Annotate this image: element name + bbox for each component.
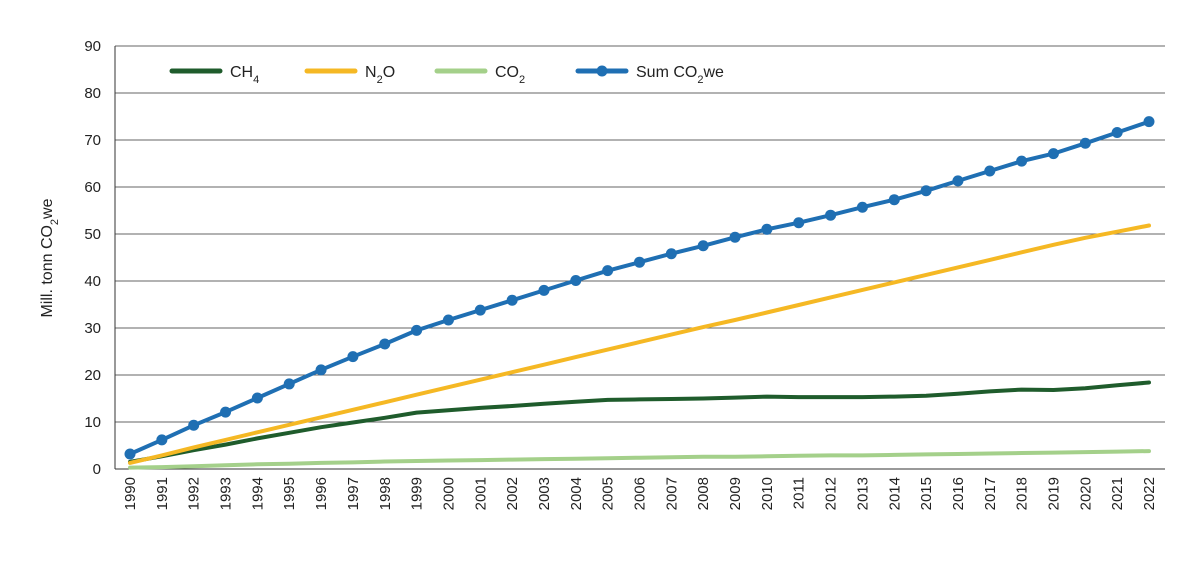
y-tick-label: 90 xyxy=(84,38,101,55)
y-tick-label: 60 xyxy=(84,179,101,196)
x-tick-label: 2012 xyxy=(823,477,840,510)
data-point-sum xyxy=(888,194,900,206)
data-point-sum xyxy=(825,209,837,221)
data-point-sum xyxy=(1016,155,1028,167)
y-tick-label: 40 xyxy=(84,273,101,290)
x-tick-label: 1996 xyxy=(313,477,330,510)
series-line-n2o xyxy=(128,223,1151,465)
data-point-sum xyxy=(474,304,486,316)
data-point-sum xyxy=(920,185,932,197)
data-point-sum xyxy=(1143,116,1155,128)
x-tick-label: 1992 xyxy=(186,477,203,510)
x-tick-label: 1994 xyxy=(249,477,266,510)
data-point-sum xyxy=(634,256,645,268)
x-tick-label: 2011 xyxy=(791,477,808,509)
data-point-sum xyxy=(1047,148,1059,160)
series-line-sum xyxy=(128,119,1151,456)
data-point-sum xyxy=(251,392,263,404)
data-point-sum xyxy=(220,406,232,418)
legend-label-co2: CO2 xyxy=(495,64,525,86)
x-tick-label: 2008 xyxy=(695,477,712,510)
x-tick-label: 2020 xyxy=(1077,477,1094,510)
data-point-sum xyxy=(347,351,359,363)
data-point-sum xyxy=(761,223,773,235)
data-point-sum xyxy=(1079,137,1091,149)
legend-marker-sum xyxy=(596,65,608,77)
x-tick-label: 1995 xyxy=(281,477,298,510)
data-point-sum xyxy=(506,294,518,306)
gridlines xyxy=(115,45,1165,423)
data-point-sum xyxy=(156,434,168,446)
x-tick-label: 1991 xyxy=(154,477,171,510)
data-point-sum xyxy=(952,175,964,187)
x-tick-label: 1997 xyxy=(345,477,362,510)
series-line-co2 xyxy=(128,449,1151,470)
y-tick-label: 30 xyxy=(84,320,101,337)
data-point-sum xyxy=(1111,126,1123,138)
y-tick-label: 70 xyxy=(84,132,101,149)
legend: CH4 N2O CO2 Sum CO2we xyxy=(169,64,724,86)
legend-label-sum: Sum CO2we xyxy=(636,64,724,86)
x-tick-label: 2010 xyxy=(759,477,776,510)
y-axis-label: Mill. tonn CO2we xyxy=(39,198,61,317)
data-point-sum xyxy=(602,265,614,277)
x-axis-ticks: 1990 1991 1992 1993 1994 1995 1996 1997 1998 1999… xyxy=(122,477,1158,510)
x-tick-label: 2002 xyxy=(504,477,521,510)
x-tick-label: 2013 xyxy=(854,477,871,510)
data-point-sum xyxy=(379,338,391,350)
legend-label-ch4: CH4 xyxy=(230,64,259,86)
x-tick-label: 2018 xyxy=(1014,477,1031,510)
series-group xyxy=(124,116,1155,470)
data-point-sum xyxy=(538,284,550,296)
x-tick-label: 2017 xyxy=(982,477,999,510)
data-point-sum xyxy=(856,201,868,213)
x-tick-label: 2001 xyxy=(472,477,489,510)
y-tick-label: 20 xyxy=(84,367,101,384)
y-axis-ticks: 0 10 20 30 40 50 60 70 80 90 xyxy=(84,38,101,478)
data-point-sum xyxy=(315,364,327,376)
data-point-sum xyxy=(984,165,996,177)
data-point-sum xyxy=(124,448,136,460)
x-tick-label: 1999 xyxy=(409,477,426,510)
data-point-sum xyxy=(283,378,295,390)
x-tick-label: 2005 xyxy=(600,477,617,510)
x-tick-label: 2007 xyxy=(663,477,680,510)
x-tick-label: 1990 xyxy=(122,477,139,510)
y-tick-label: 80 xyxy=(84,85,101,102)
x-tick-label: 1998 xyxy=(377,477,394,510)
x-tick-label: 2003 xyxy=(536,477,553,510)
data-point-sum xyxy=(697,240,709,252)
x-tick-label: 2000 xyxy=(440,477,457,510)
legend-label-n2o: N2O xyxy=(365,64,395,86)
data-point-sum xyxy=(665,248,677,260)
axes xyxy=(114,46,1165,470)
data-point-sum xyxy=(188,419,200,431)
x-tick-label: 2004 xyxy=(568,477,585,510)
y-tick-label: 10 xyxy=(84,414,101,431)
x-tick-label: 2006 xyxy=(632,477,649,510)
data-point-sum xyxy=(729,231,741,243)
data-point-sum xyxy=(411,324,423,336)
x-tick-label: 2022 xyxy=(1141,477,1158,510)
x-tick-label: 2019 xyxy=(1045,477,1062,510)
x-tick-label: 2014 xyxy=(886,477,903,510)
y-tick-label: 50 xyxy=(84,226,101,243)
x-tick-label: 1993 xyxy=(218,477,235,510)
data-point-sum xyxy=(442,314,454,326)
x-tick-label: 2015 xyxy=(918,477,935,510)
x-tick-label: 2021 xyxy=(1109,477,1126,510)
data-point-sum xyxy=(793,217,805,229)
data-point-sum xyxy=(570,275,582,287)
y-tick-label: 0 xyxy=(93,461,101,478)
x-tick-label: 2009 xyxy=(727,477,744,510)
series-line-ch4 xyxy=(128,380,1151,464)
x-tick-label: 2016 xyxy=(950,477,967,510)
